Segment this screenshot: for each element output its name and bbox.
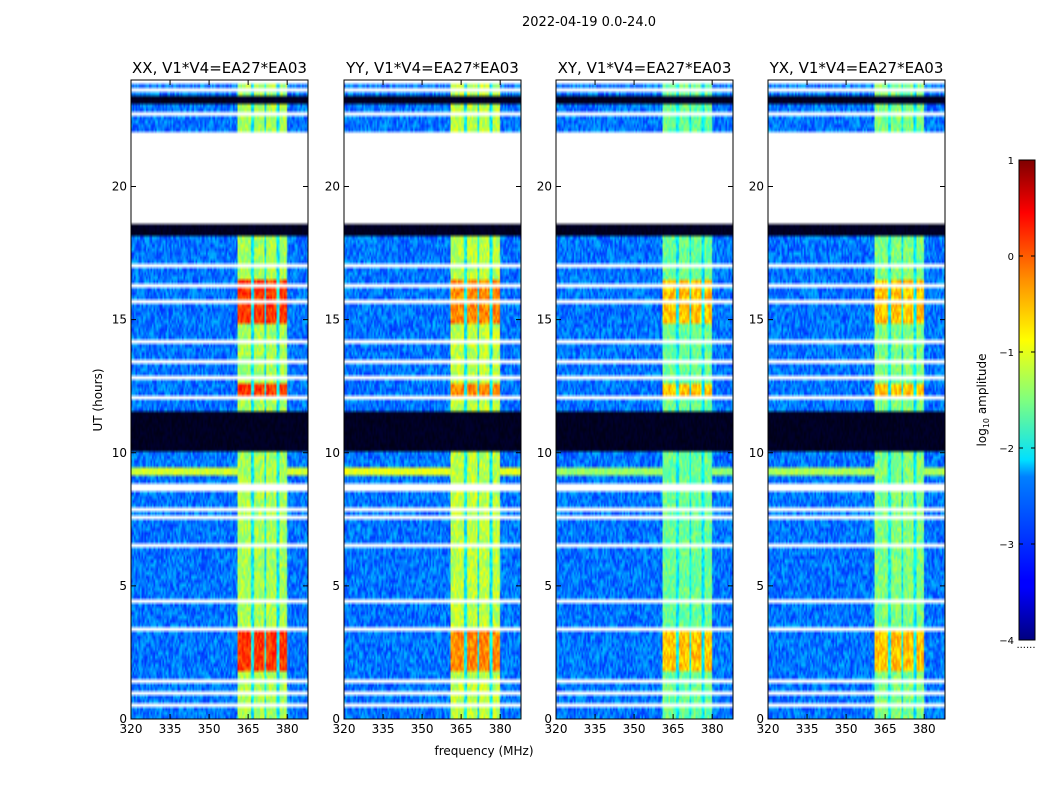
colorbar-tick-label: −2: [999, 444, 1014, 455]
spectrogram-yy: [344, 80, 521, 719]
x-tick-label: 335: [159, 722, 182, 736]
colorbar-tick-label: −1: [999, 348, 1014, 359]
spectrogram-xx: [131, 80, 308, 719]
y-tick-label: 0: [332, 712, 340, 726]
y-tick-label: 0: [544, 712, 552, 726]
colorbar-tick-label: −3: [999, 540, 1014, 551]
x-tick-label: 320: [757, 722, 780, 736]
x-tick-label: 320: [120, 722, 143, 736]
x-tick-label: 335: [584, 722, 607, 736]
colorbar-footnote: ......: [1016, 640, 1035, 651]
panel-title-xy: XY, V1*V4=EA27*EA03: [558, 59, 732, 77]
y-tick-label: 10: [749, 446, 764, 460]
y-tick-label: 15: [325, 313, 340, 327]
x-tick-label: 365: [662, 722, 685, 736]
x-tick-label: 365: [450, 722, 473, 736]
y-tick-label: 20: [325, 180, 340, 194]
panel-frame: [343, 79, 522, 720]
colorbar-label-subscript: 10: [982, 418, 991, 428]
y-tick-label: 15: [749, 313, 764, 327]
x-tick-label: 350: [835, 722, 858, 736]
panel-title-yy: YY, V1*V4=EA27*EA03: [345, 59, 519, 77]
y-tick-label: 10: [537, 446, 552, 460]
y-tick-label: 5: [119, 579, 127, 593]
y-tick-label: 20: [749, 180, 764, 194]
x-tick-label: 380: [701, 722, 724, 736]
x-tick-label: 365: [237, 722, 260, 736]
colorbar-tick-label: 1: [1008, 156, 1014, 167]
spectrogram-yx: [768, 80, 945, 719]
y-axis-label: UT (hours): [91, 368, 105, 431]
x-tick-label: 350: [198, 722, 221, 736]
panel-title-yx: YX, V1*V4=EA27*EA03: [769, 59, 944, 77]
panel-frame: [555, 79, 734, 720]
panel-xy: XY, V1*V4=EA27*EA03 320 335 350 365 380 0 5 10 15…: [537, 59, 734, 736]
panel-xx: XX, V1*V4=EA27*EA03 320 335 350 365 380 0 5 10 15…: [112, 59, 309, 736]
colorbar-label: log10 amplitude: [975, 354, 991, 447]
y-tick-label: 10: [325, 446, 340, 460]
colorbar-tick-label: 0: [1008, 252, 1014, 263]
colorbar: 10−1−2−3−4 log10 amplitude ......: [975, 156, 1036, 651]
y-tick-label: 20: [112, 180, 127, 194]
colorbar-label-rest: amplitude: [975, 354, 989, 418]
x-tick-label: 350: [411, 722, 434, 736]
y-tick-label: 15: [112, 313, 127, 327]
panel-title-xx: XX, V1*V4=EA27*EA03: [132, 59, 307, 77]
panels-group: XX, V1*V4=EA27*EA03 320 335 350 365 380 0 5 10 15…: [112, 59, 946, 736]
x-tick-label: 350: [623, 722, 646, 736]
x-tick-label: 380: [276, 722, 299, 736]
x-tick-label: 365: [874, 722, 897, 736]
x-tick-label: 320: [545, 722, 568, 736]
y-tick-label: 15: [537, 313, 552, 327]
panel-yy: YY, V1*V4=EA27*EA03 320 335 350 365 380 0 5 10 15…: [325, 59, 522, 736]
panel-frame: [130, 79, 309, 720]
figure-suptitle: 2022-04-19 0.0-24.0: [522, 15, 656, 30]
y-tick-label: 0: [119, 712, 127, 726]
y-tick-label: 20: [537, 180, 552, 194]
y-tick-label: 5: [756, 579, 764, 593]
y-tick-label: 5: [544, 579, 552, 593]
x-tick-label: 335: [796, 722, 819, 736]
y-tick-label: 0: [756, 712, 764, 726]
y-tick-label: 10: [112, 446, 127, 460]
panel-yx: YX, V1*V4=EA27*EA03 320 335 350 365 380 0 5 10 15…: [749, 59, 946, 736]
colorbar-label-log: log: [975, 428, 989, 446]
y-tick-label: 5: [332, 579, 340, 593]
spectrogram-xy: [556, 80, 733, 719]
colorbar-gradient: [1018, 159, 1036, 641]
panel-frame: [767, 79, 946, 720]
x-tick-label: 380: [913, 722, 936, 736]
x-tick-label: 380: [489, 722, 512, 736]
x-axis-label: frequency (MHz): [434, 744, 533, 758]
x-tick-label: 320: [333, 722, 356, 736]
x-tick-label: 335: [372, 722, 395, 736]
colorbar-ticks: 1 0 −1 −2 −3 −4: [999, 156, 1035, 647]
colorbar-tick-label: −4: [999, 636, 1014, 647]
